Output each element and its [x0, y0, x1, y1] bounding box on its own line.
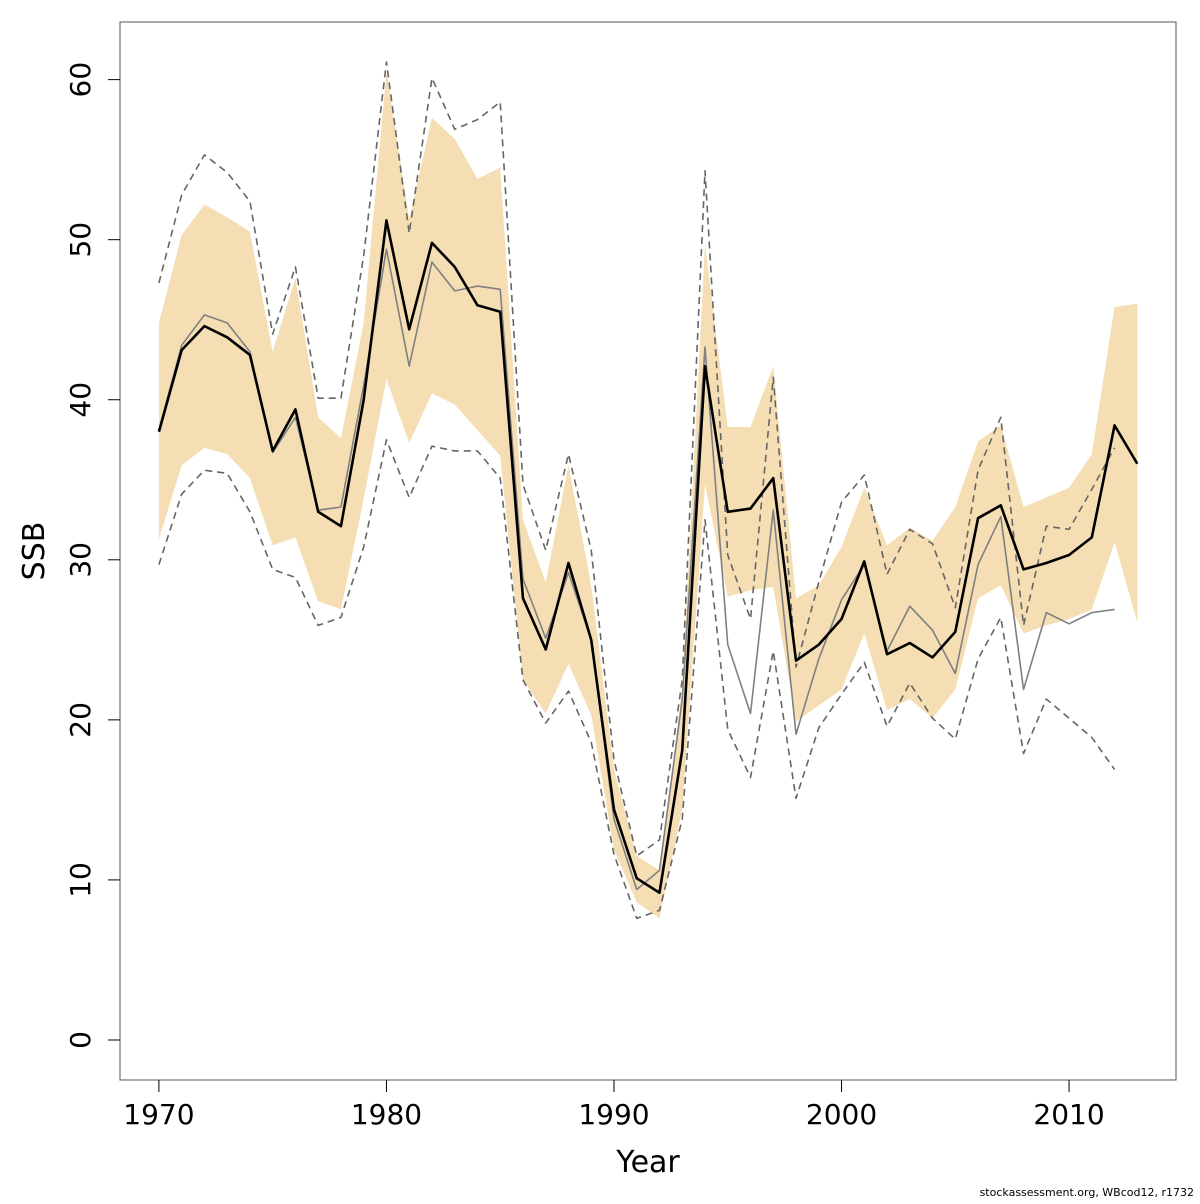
- dashed-line: [158, 61, 1116, 857]
- x-tick-label: 2000: [806, 1098, 877, 1131]
- plot: 1970 1980 1990 2000 2010 0 10 20 30 40 50 60: [64, 21, 1177, 1131]
- confidence-band: [158, 71, 1138, 919]
- y-tick-label: 50: [64, 222, 97, 258]
- y-tick-label: 0: [64, 1031, 97, 1049]
- y-tick-label: 20: [64, 702, 97, 738]
- y-tick-label: 30: [64, 542, 97, 578]
- x-tick-label: 2010: [1033, 1098, 1104, 1131]
- x-axis-label: Year: [615, 1145, 680, 1180]
- plot-frame: [119, 21, 1177, 1081]
- y-tick-label: 60: [64, 62, 97, 98]
- dashed-line: [158, 438, 1116, 920]
- x-tick-label: 1980: [351, 1098, 422, 1131]
- x-tick-label: 1990: [578, 1098, 649, 1131]
- y-axis-label: SSB: [17, 522, 52, 581]
- y-tick-label: 40: [64, 382, 97, 418]
- x-tick-label: 1970: [123, 1098, 194, 1131]
- line: [157, 219, 1139, 895]
- y-tick-label: 10: [64, 862, 97, 898]
- caption: stockassessment.org, WBcod12, r1732: [980, 1186, 1194, 1199]
